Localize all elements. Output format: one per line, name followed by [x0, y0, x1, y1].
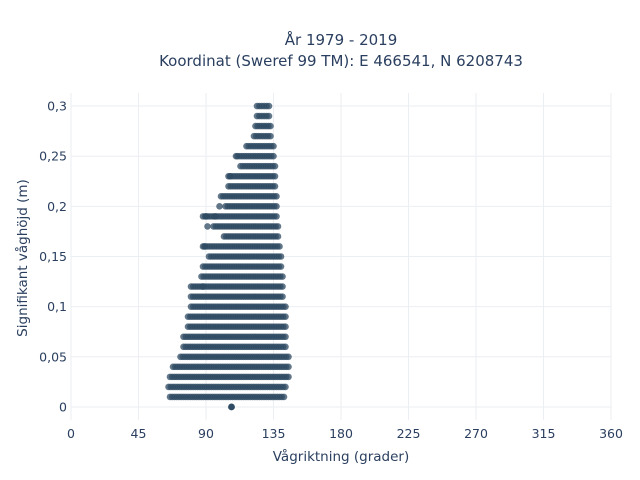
data-point [265, 112, 273, 120]
data-point [267, 132, 274, 140]
data-point [201, 243, 208, 250]
chart-title-line-2: Koordinat (Sweref 99 TM): E 466541, N 62… [159, 52, 523, 70]
gridlines [70, 93, 612, 420]
data-point [279, 283, 286, 290]
data-point [282, 303, 289, 310]
chart-title-line-1: År 1979 - 2019 [285, 30, 398, 49]
data-point [226, 172, 234, 180]
data-point [199, 283, 207, 290]
data-point [273, 203, 280, 210]
data-point [228, 403, 235, 411]
data-point [271, 182, 279, 190]
x-tick-label: 135 [262, 426, 286, 441]
data-point [270, 142, 277, 150]
data-point [285, 353, 292, 361]
x-tick-label: 45 [131, 426, 147, 441]
y-axis-title: Signifikant våghöjd (m) [14, 179, 31, 337]
x-tick-label: 315 [532, 426, 556, 441]
data-point [279, 273, 286, 280]
x-tick-label: 360 [599, 426, 623, 441]
data-point [271, 172, 279, 180]
x-tick-label: 270 [464, 426, 488, 441]
y-tick-label: 0,05 [39, 349, 67, 364]
y-tick-label: 0,1 [47, 299, 67, 314]
y-tick-label: 0,2 [47, 199, 67, 214]
data-point [282, 313, 289, 320]
x-tick-label: 225 [397, 426, 421, 441]
data-point [282, 343, 289, 351]
data-point [232, 152, 240, 160]
data-point [277, 253, 285, 260]
x-tick-label: 0 [67, 426, 75, 441]
data-point [285, 363, 292, 371]
x-tick-label: 90 [198, 426, 214, 441]
data-point [273, 213, 280, 220]
y-tick-label: 0,15 [39, 249, 67, 264]
data-point [280, 393, 288, 401]
data-point [273, 193, 280, 200]
data-point [270, 152, 277, 160]
data-point [202, 213, 210, 220]
x-axis-title: Vågriktning (grader) [273, 448, 410, 465]
y-tick-label: 0,3 [47, 99, 67, 114]
data-point [271, 162, 279, 170]
data-point [216, 203, 223, 210]
y-tick-label: 0,25 [39, 149, 67, 164]
data-point [265, 102, 273, 110]
data-point [211, 213, 219, 220]
data-point [204, 223, 211, 230]
data-point [285, 373, 292, 381]
data-point [274, 233, 282, 240]
data-point [277, 263, 285, 270]
y-tick-label: 0 [59, 399, 67, 414]
data-point [274, 223, 282, 230]
data-point [279, 293, 286, 300]
data-markers [165, 102, 292, 411]
data-point [276, 243, 283, 250]
data-point [282, 383, 289, 391]
data-point [267, 122, 274, 130]
data-point [282, 333, 289, 341]
tick-labels: 0 45 90 135 180 225 270 315 360 0 0,05 0,1 0,15 0,2 0,… [39, 99, 623, 441]
x-tick-label: 180 [329, 426, 353, 441]
data-point [282, 323, 289, 331]
